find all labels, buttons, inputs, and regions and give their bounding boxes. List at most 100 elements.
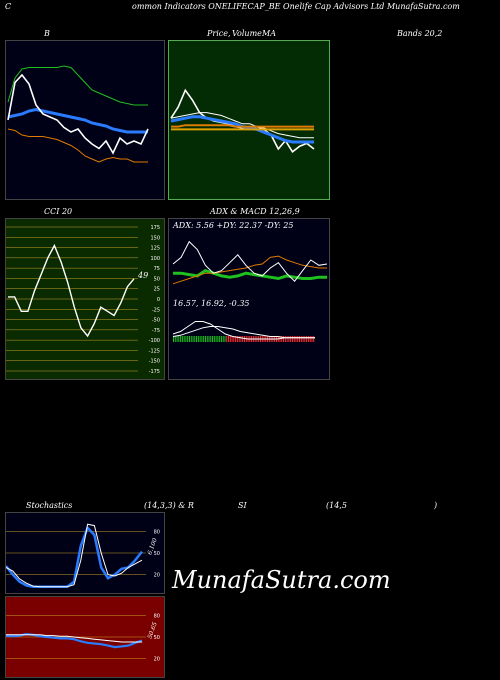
macd-signal-line [172,326,315,339]
rsi-params: (14,5 [326,501,347,510]
macd-hist-bar [173,336,174,342]
macd-hist-bar [290,336,292,342]
macd-hist-bar [229,336,231,342]
macd-hist-bar [313,336,315,342]
macd-hist-bar [302,336,304,342]
y-tick-label: -150 [149,359,160,365]
macd-hist-bar [284,336,286,342]
bollinger-upper-line [7,65,148,106]
macd-hist-bar [204,336,206,342]
cci-cci-line [8,243,135,338]
adx-macd-title: ADX & MACD 12,26,9 [210,207,300,216]
macd-hist-bar [281,336,283,342]
y-tick-label: -125 [149,348,160,354]
macd-hist-bar [244,336,245,342]
macd-hist-bar [286,336,288,342]
macd-hist-bar [293,336,295,342]
y-tick-label: -75 [152,328,160,334]
macd-hist-bar [306,336,308,342]
y-tick-label: 50 [154,276,160,282]
rsi-rsi-line [6,632,143,649]
macd-hist-bar [185,336,187,342]
stochastics-chart: 80 50 20 [6,523,160,589]
macd-hist-bar [194,336,196,342]
adx-minus_di-line [172,240,328,282]
adx-macd-chart [172,240,328,342]
price_ma-ma1-line [170,112,314,139]
macd-hist-bar [300,336,302,342]
macd-hist-bar [192,336,194,342]
y-tick-label: -50 [152,318,160,324]
rsi-chart: 80 50 20 [6,613,160,663]
macd-hist-bar [178,336,180,342]
cci-value: 49 [138,271,149,280]
y-tick-label: 50 [154,635,160,641]
macd-hist-bar [183,336,185,342]
macd-hist-bar [219,336,221,342]
macd-hist-bar [174,336,176,342]
bollinger-middle-line [7,107,148,134]
macd-readout: 16.57, 16.92, -0.35 [173,299,250,308]
stoch-title: Stochastics [26,501,73,510]
adx-adx-line [173,268,327,281]
si-title: SI [238,501,247,510]
price-ma-chart [170,88,315,153]
macd-hist-bar [197,336,199,342]
macd-hist-bar [235,336,237,342]
volume-title: Volume [232,29,262,38]
macd-hist-bar [242,336,244,342]
stochastics-d-line [6,523,143,588]
adx-macd-panel: ADX: 5.56 +DY: 22.37 -DY: 25 16.57, 16.9… [168,218,330,380]
bollinger-lower-line [7,128,148,163]
stoch-params: (14,3,3) & R [144,501,194,510]
cci-chart: 175 150 125 100 75 50 25 0 -25 -50 -75 -100 -125 -150… [6,225,160,375]
y-tick-label: 80 [154,529,160,535]
y-tick-label: 80 [154,613,160,619]
macd-hist-bar [222,336,224,342]
bollinger-price-line [7,73,149,155]
macd-hist-bar [283,336,285,342]
price-ma-panel [168,40,330,200]
macd-hist-bar [226,336,228,342]
macd-hist-bar [206,336,208,342]
macd-hist-bar [240,336,242,342]
cci-panel: 175 150 125 100 75 50 25 0 -25 -50 -75 -100 -125 -150… [5,218,165,380]
rsi-avg-line [6,634,142,643]
macd-hist-bar [176,336,178,342]
adx-readout: ADX: 5.56 +DY: 22.37 -DY: 25 [173,221,294,230]
macd-hist-bar [288,336,290,342]
y-tick-label: 50 [154,551,160,557]
macd-hist-bar [201,336,203,342]
bollinger-chart [7,65,149,163]
macd-hist-bar [208,336,210,342]
macd-hist-bar [188,336,190,342]
macd-hist-bar [210,336,212,342]
y-tick-label: -25 [152,307,160,313]
y-tick-label: 100 [150,256,160,262]
watermark: MunafaSutra.com [172,566,391,594]
macd-hist-bar [224,336,226,342]
macd-hist-bar [309,336,311,342]
rsi-close: ) [434,501,438,510]
bands-title: Bands 20,2 [397,29,443,38]
y-tick-label: 150 [150,235,160,241]
macd-hist-bar [228,336,230,342]
adx-plus_di-line [172,255,327,285]
macd-hist-bar [297,336,299,342]
macd-hist-bar [233,336,235,342]
y-tick-label: 20 [154,573,160,579]
macd-hist-bar [181,336,183,342]
page-title: ommon Indicators ONELIFECAP_BE Onelife C… [132,2,460,11]
bollinger-title: B [44,29,50,38]
macd-hist-bar [213,336,215,342]
y-tick-label: -175 [149,369,160,375]
y-tick-label: 75 [154,266,160,272]
y-tick-label: 25 [154,287,160,293]
macd-hist-bar [231,336,233,342]
macd-hist-bar [203,336,205,342]
rsi-panel: 80 50 20 50.65 [5,596,165,678]
stochastics-k-line [6,525,143,589]
macd-hist-bar [190,336,192,342]
macd-hist-bar [196,336,198,342]
price_ma-ma3-line [171,124,314,128]
